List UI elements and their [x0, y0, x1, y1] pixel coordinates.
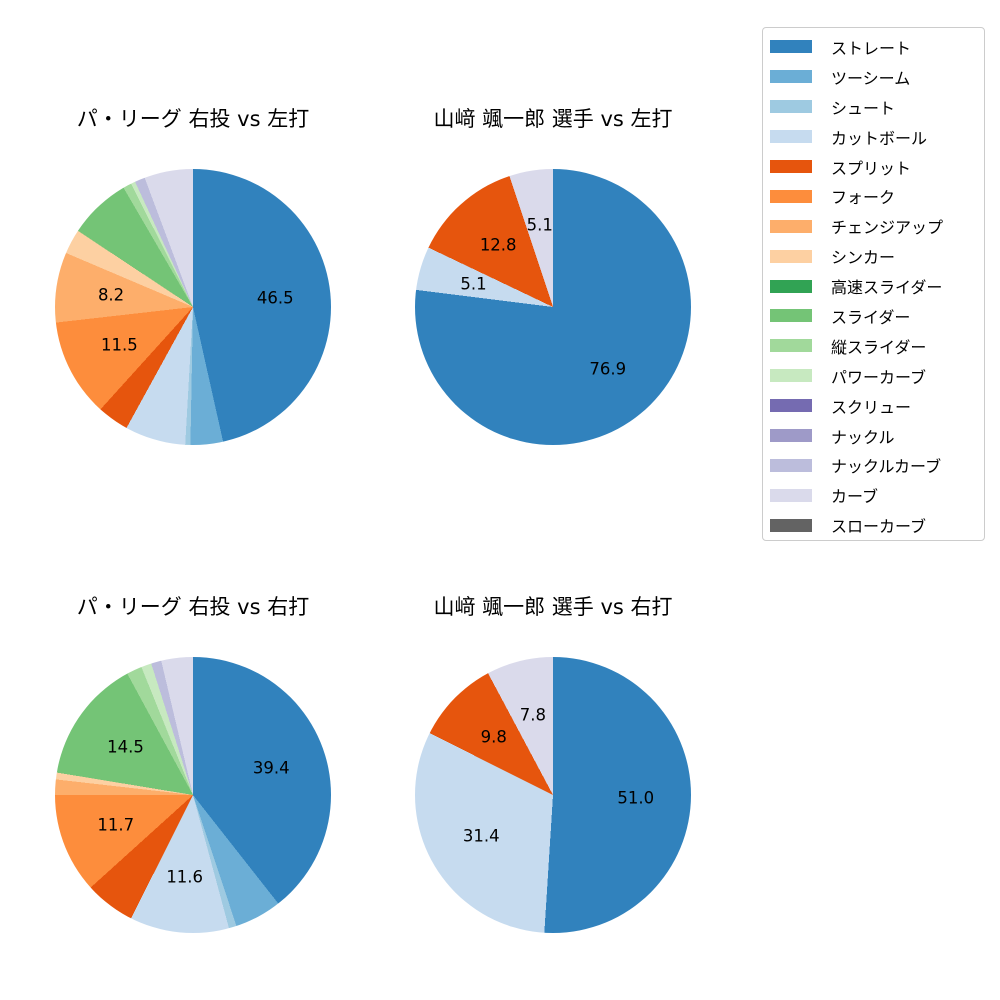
legend-swatch: [770, 279, 812, 293]
legend-item-11: パワーカーブ: [770, 361, 984, 391]
legend-label: 高速スライダー: [831, 278, 943, 298]
legend-swatch: [770, 309, 812, 323]
legend-swatch: [770, 100, 812, 114]
legend-swatch: [770, 369, 812, 383]
pie-percent-label: 8.2: [97, 285, 125, 305]
legend-item-7: シンカー: [770, 241, 984, 271]
legend-swatch: [770, 160, 812, 173]
chart-title: パ・リーグ 右投 vs 右打: [76, 595, 310, 619]
pie-chart-yamasaki-vs-rhb: 山﨑 颯一郎 選手 vs 右打 51.0 31.4 9.8 7.8: [415, 595, 691, 933]
pie-percent-label: 76.9: [589, 359, 627, 379]
legend-item-1: ツーシーム: [770, 62, 984, 92]
pie-percent-label: 11.7: [97, 815, 135, 835]
legend-item-9: スライダー: [770, 301, 984, 331]
legend-swatch: [770, 40, 812, 54]
pie-chart-pa-league-vs-lhb: パ・リーグ 右投 vs 左打 46.5 11.5 8.2: [55, 107, 331, 445]
pitch-type-legend: ストレートツーシームシュートカットボール スプリットフォークチェンジアップ シンカー…: [762, 27, 985, 541]
legend-label: ナックルカーブ: [831, 457, 942, 477]
pie-percent-label: 46.5: [256, 288, 294, 308]
legend-item-5: フォーク: [770, 181, 984, 211]
legend-label: 縦スライダー: [831, 337, 927, 357]
legend-item-3: カットボール: [770, 122, 984, 152]
legend-label: カーブ: [831, 487, 879, 507]
pie-percent-label: 7.8: [519, 705, 547, 725]
legend-label: スライダー: [831, 307, 911, 327]
legend-label: ストレート: [831, 38, 912, 58]
chart-title: 山﨑 颯一郎 選手 vs 右打: [433, 595, 673, 619]
pie-pa-league-vs-rhb: 39.4 11.6 11.7 14.5: [55, 657, 331, 933]
pie-pa-league-vs-lhb: 46.5 11.5 8.2: [55, 169, 331, 445]
legend-label: カットボール: [831, 128, 928, 148]
legend-label: ナックル: [831, 427, 895, 447]
legend-item-16: スローカーブ: [770, 510, 984, 540]
pie-percent-label: 11.6: [166, 867, 204, 887]
pie-percent-label: 11.5: [100, 335, 138, 355]
legend-label: チェンジアップ: [831, 218, 944, 238]
pie-percent-label: 39.4: [252, 758, 290, 778]
legend-label: シュート: [831, 98, 896, 118]
pie-yamasaki-vs-lhb: 76.9 5.1 12.8 5.1: [415, 169, 691, 445]
legend-item-14: ナックルカーブ: [770, 450, 984, 480]
chart-title: 山﨑 颯一郎 選手 vs 左打: [433, 107, 673, 131]
legend-swatch: [770, 399, 812, 413]
legend-label: シンカー: [831, 248, 896, 268]
legend-item-15: カーブ: [770, 480, 984, 510]
legend-swatch: [770, 429, 812, 443]
pie-percent-label: 51.0: [617, 788, 655, 808]
legend-item-6: チェンジアップ: [770, 211, 984, 241]
legend-swatch: [770, 488, 812, 502]
legend-item-10: 縦スライダー: [770, 331, 984, 361]
legend-item-4: スプリット: [770, 152, 984, 182]
legend-label: フォーク: [831, 188, 896, 208]
pie-percent-label: 14.5: [107, 737, 144, 757]
legend-swatch: [770, 130, 812, 144]
legend-label: パワーカーブ: [831, 367, 927, 387]
legend-swatch: [770, 70, 812, 84]
legend-label: スローカーブ: [831, 517, 927, 537]
pie-percent-label: 5.1: [526, 215, 553, 235]
legend-item-13: ナックル: [770, 421, 984, 451]
pie-percent-label: 31.4: [462, 826, 500, 846]
legend-label: ツーシーム: [831, 68, 911, 88]
pie-percent-label: 5.1: [460, 274, 487, 294]
legend-swatch: [770, 458, 812, 472]
legend-swatch: [770, 249, 812, 263]
legend-item-2: シュート: [770, 92, 984, 122]
legend-item-12: スクリュー: [770, 391, 984, 421]
legend-swatch: [770, 339, 812, 353]
legend-swatch: [770, 189, 812, 203]
pie-chart-pa-league-vs-rhb: パ・リーグ 右投 vs 右打 39.4 11.6 11.7 14.5: [55, 595, 331, 933]
legend-swatch: [770, 219, 812, 233]
pie-yamasaki-vs-rhb: 51.0 31.4 9.8 7.8: [415, 657, 691, 933]
pie-percent-label: 9.8: [480, 727, 507, 747]
legend-item-8: 高速スライダー: [770, 271, 984, 301]
legend-label: スクリュー: [831, 397, 912, 417]
legend-swatch: [770, 518, 812, 532]
pie-chart-yamasaki-vs-lhb: 山﨑 颯一郎 選手 vs 左打 76.9 5.1 12.8 5.1: [415, 107, 691, 445]
chart-title: パ・リーグ 右投 vs 左打: [76, 107, 310, 131]
legend-label: スプリット: [831, 158, 912, 178]
pie-percent-label: 12.8: [479, 235, 517, 255]
legend-item-0: ストレート: [770, 32, 984, 62]
